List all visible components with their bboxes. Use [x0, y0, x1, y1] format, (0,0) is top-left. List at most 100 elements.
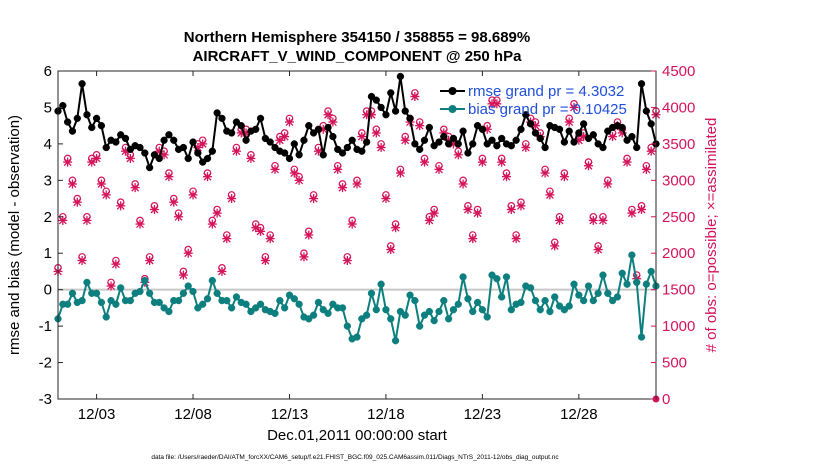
rmse-point — [121, 134, 130, 143]
obs-assimilated-point — [280, 132, 290, 142]
data-file-footnote: data file: /Users/raeder/DAI/ATM_forcXX/… — [151, 454, 559, 461]
rmse-point — [155, 154, 163, 163]
obs-assimilated-point — [260, 256, 270, 266]
bias-point — [502, 273, 511, 281]
rmse-point — [252, 125, 260, 133]
obs-assimilated-point — [429, 208, 439, 218]
bias-point — [290, 295, 298, 303]
bias-point — [227, 304, 236, 312]
obs-assimilated-point — [502, 172, 511, 182]
obs-assimilated-point — [106, 281, 116, 291]
rmse-point — [642, 107, 651, 115]
rmse-point — [285, 154, 294, 163]
bias-point — [483, 313, 491, 321]
rmse-point — [512, 136, 520, 144]
obs-assimilated-point — [294, 175, 304, 185]
bias-point — [136, 287, 144, 296]
obs-assimilated-point — [564, 117, 574, 127]
obs-assimilated-point — [473, 208, 483, 218]
rmse-point — [377, 103, 385, 112]
obs-assimilated-point — [256, 226, 266, 236]
bias-point — [295, 300, 303, 308]
obs-assimilated-point — [477, 157, 487, 167]
rmse-point — [498, 134, 506, 143]
y-tick-label: 3 — [44, 172, 52, 189]
obs-assimilated-point — [603, 179, 613, 189]
rmse-point — [102, 143, 110, 152]
bias-point — [358, 315, 366, 323]
bias-point — [517, 298, 525, 307]
obs-assimilated-point — [622, 157, 632, 167]
y-tick-label: 6 — [44, 63, 52, 80]
bias-point — [473, 298, 482, 307]
bias-point — [203, 295, 212, 303]
bias-point — [97, 298, 106, 307]
rmse-point — [97, 122, 106, 130]
obs-assimilated-point — [352, 179, 362, 189]
bias-point — [338, 304, 347, 312]
rmse-point — [580, 120, 588, 128]
bias-point — [165, 307, 173, 316]
obs-assimilated-point — [463, 204, 473, 214]
rmse-point — [372, 96, 380, 104]
plot-frame — [57, 70, 657, 400]
bias-point — [440, 296, 448, 305]
rmse-point — [145, 163, 154, 172]
rmse-point — [232, 118, 241, 126]
obs-assimilated-point — [67, 179, 77, 189]
bias-point — [406, 291, 414, 299]
obs-assimilated-point — [391, 223, 401, 233]
obs-assimilated-point — [371, 128, 381, 138]
rmse-point — [227, 129, 236, 137]
rmse-point — [623, 136, 631, 144]
obs-assimilated-point — [593, 245, 603, 255]
obs-assimilated-point — [637, 204, 647, 214]
obs-assimilated-point — [497, 157, 507, 167]
obs-assimilated-point — [400, 135, 410, 145]
rmse-point — [314, 125, 323, 133]
x-tick-label: 12/23 — [464, 406, 502, 423]
obs-assimilated-point — [222, 234, 232, 244]
rmse-point — [184, 154, 192, 163]
rmse-point — [401, 107, 409, 115]
rmse-point — [637, 80, 646, 88]
rmse-point — [565, 127, 573, 135]
rmse-point — [430, 142, 438, 150]
obs-assimilated-point — [338, 183, 348, 193]
bias-point — [160, 304, 168, 312]
bias-point — [604, 289, 612, 297]
bias-point — [425, 307, 433, 316]
rmse-point — [88, 123, 96, 132]
bias-point — [362, 311, 371, 319]
rmse-point — [493, 142, 501, 150]
rmse-point — [305, 122, 313, 130]
obs-assimilated-point — [453, 150, 463, 160]
bias-point — [271, 309, 279, 318]
y-right-tick-label: 2000 — [662, 245, 695, 262]
bias-point — [372, 306, 380, 314]
obs-assimilated-point — [424, 215, 434, 225]
bias-point — [560, 306, 569, 314]
obs-assimilated-point — [347, 219, 357, 229]
x-tick-label: 12/28 — [560, 406, 598, 423]
chart-title: Northern Hemisphere 354150 / 358855 = 98… — [184, 29, 530, 46]
bias-point — [454, 300, 462, 308]
obs-assimilated-point — [323, 110, 333, 120]
rmse-point — [647, 120, 655, 128]
y-right-tick-label: 4500 — [662, 63, 695, 80]
y-right-tick-label: 1000 — [662, 318, 695, 335]
obs-assimilated-point — [72, 197, 82, 207]
bias-point — [536, 306, 544, 314]
y-tick-label: 0 — [44, 282, 52, 299]
obs-assimilated-point — [212, 208, 222, 218]
obs-assimilated-point — [304, 230, 314, 240]
bias-point — [546, 307, 554, 316]
rmse-point — [536, 134, 544, 143]
legend-marker-rmse — [448, 87, 457, 95]
obs-assimilated-point — [149, 204, 159, 214]
rmse-point — [584, 134, 593, 143]
rmse-point — [454, 140, 462, 148]
bias-point — [343, 322, 352, 330]
rmse-point — [237, 122, 245, 130]
